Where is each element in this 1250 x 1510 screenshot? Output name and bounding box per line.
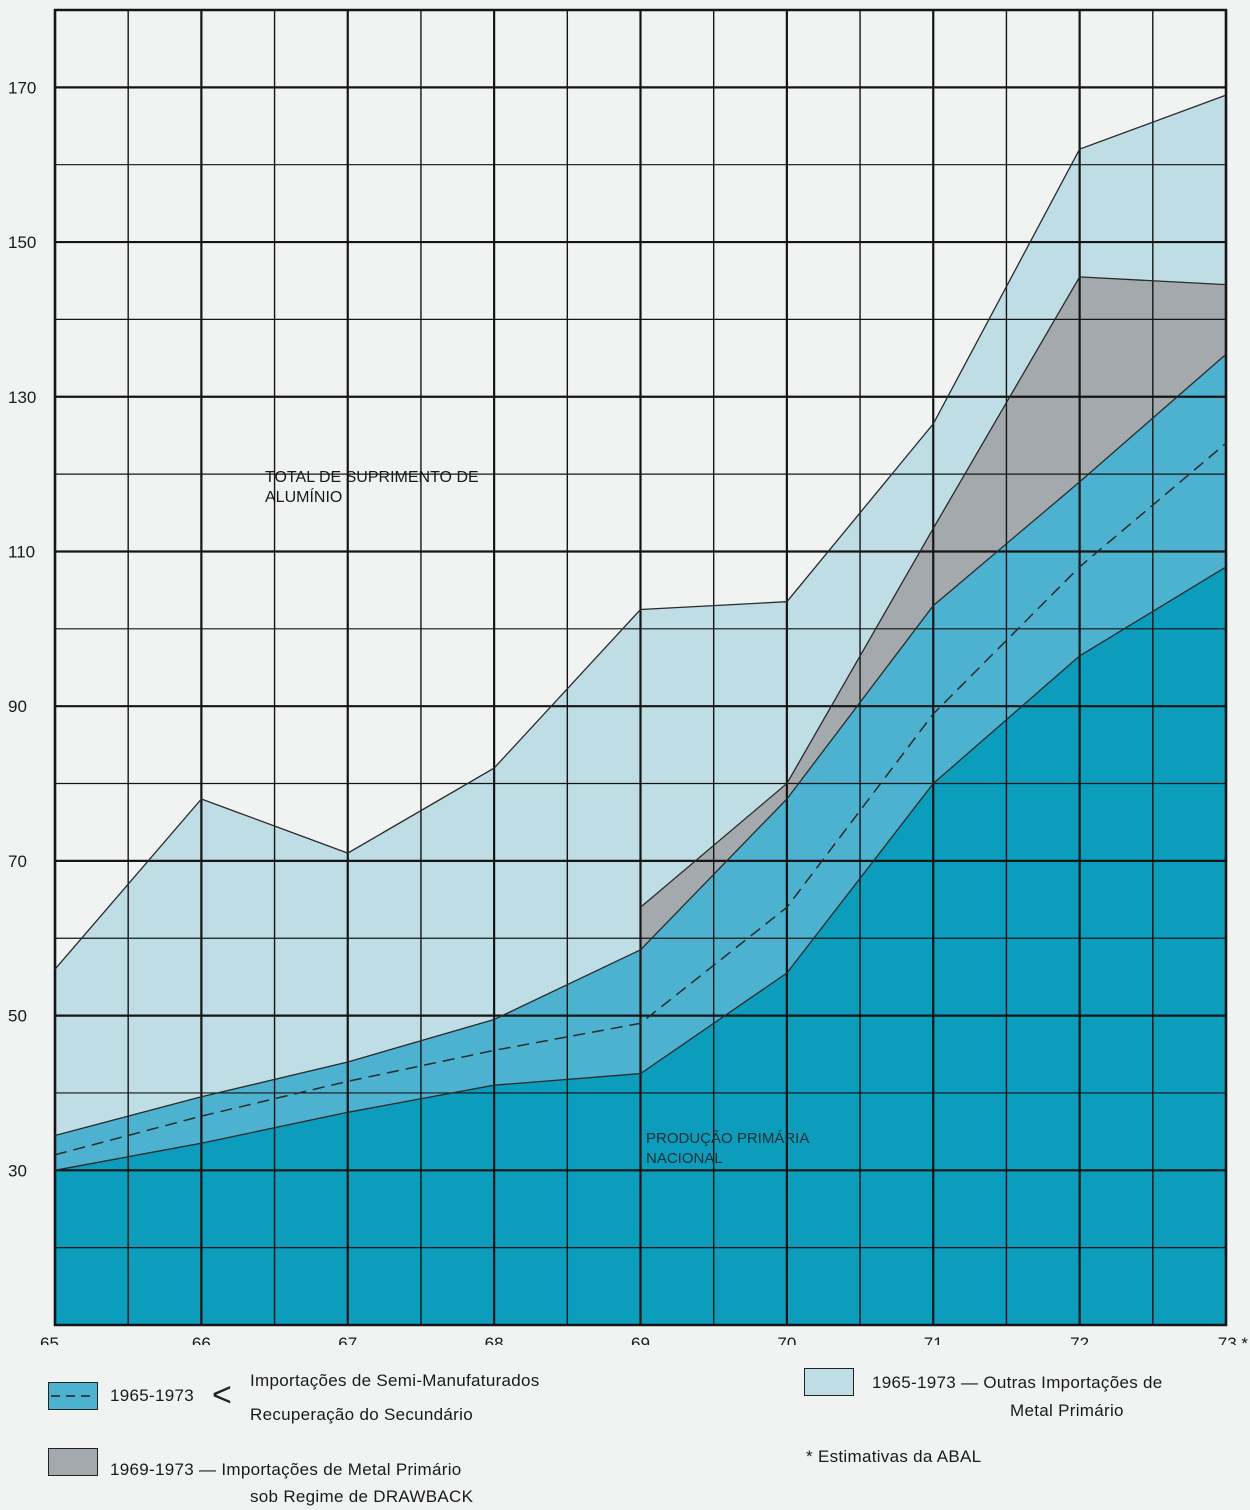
legend-semi-swatch	[48, 1382, 98, 1410]
legend-outras-line2: Metal Primário	[1010, 1401, 1124, 1420]
legend-drawback-text: 1969-1973 — Importações de Metal Primári…	[110, 1460, 462, 1479]
y-tick-label: 170	[8, 78, 36, 97]
legend-semi-line1: Importações de Semi-Manufaturados	[250, 1371, 540, 1390]
x-tick-label: 70	[777, 1334, 796, 1345]
legend-semi-line2: Recuperação do Secundário	[250, 1405, 473, 1424]
legend-drawback-swatch	[48, 1448, 98, 1476]
x-tick-label: 73 *	[1218, 1334, 1249, 1345]
x-tick-label: 66	[192, 1334, 211, 1345]
annotation-total: TOTAL DE SUPRIMENTO DE	[265, 469, 479, 486]
y-tick-label: 150	[8, 233, 36, 252]
estimate-footnote: * Estimativas da ABAL	[806, 1447, 982, 1466]
x-tick-label: 65	[40, 1334, 59, 1345]
line-total-suprimento	[54, 94, 1227, 970]
x-tick-label: 67	[338, 1334, 357, 1345]
legend-outras-swatch	[804, 1368, 854, 1396]
x-tick-label: 72	[1070, 1334, 1089, 1345]
plot-frame	[53, 8, 1228, 1327]
y-tick-label: 110	[8, 542, 35, 561]
legend-semi-bracket: <	[212, 1376, 232, 1414]
annotation-total: ALUMÍNIO	[265, 487, 342, 506]
line-producao-primaria	[54, 566, 1227, 1171]
y-tick-label: 30	[8, 1161, 27, 1180]
supply-chart: 30 50 70 90 110 130 150 170 65 66 67 68 69 70 71 72 73 *…	[8, 8, 1249, 1345]
legend-drawback-line2: sob Regime de DRAWBACK	[250, 1487, 474, 1506]
y-tick-label: 90	[8, 697, 27, 716]
annotation-producao: PRODUÇÃO PRIMÁRIA	[646, 1130, 809, 1147]
x-tick-label: 68	[485, 1334, 504, 1345]
line-recuperacao-secundario	[54, 353, 1227, 1137]
x-tick-label: 71	[924, 1334, 943, 1345]
y-tick-label: 130	[8, 388, 36, 407]
y-tick-label: 70	[8, 852, 27, 871]
legend-semi-period: 1965-1973	[110, 1386, 194, 1405]
x-tick-label: 69	[631, 1334, 650, 1345]
annotation-producao: NACIONAL	[646, 1150, 723, 1167]
legend-outras-text: 1965-1973 — Outras Importações de	[872, 1373, 1163, 1392]
line-semi-manufaturados	[54, 442, 1227, 1156]
y-tick-label: 50	[8, 1007, 27, 1026]
line-drawback	[640, 276, 1227, 908]
